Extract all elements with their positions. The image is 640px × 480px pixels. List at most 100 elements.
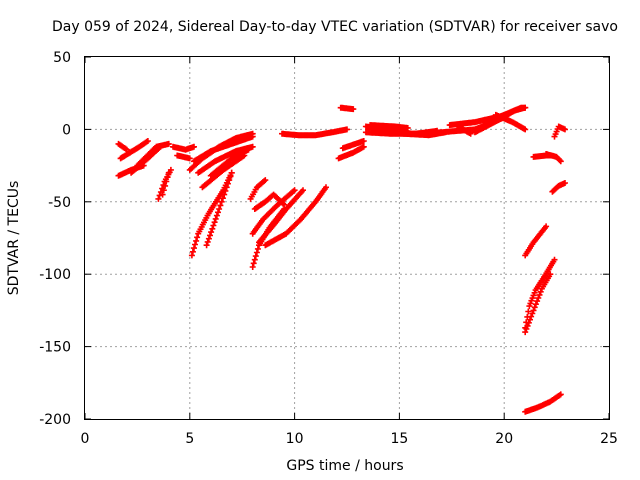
data-point xyxy=(551,256,558,263)
y-axis-label: SDTVAR / TECUs xyxy=(6,181,22,296)
data-point xyxy=(524,322,531,329)
y-tick-label: 50 xyxy=(53,50,71,66)
data-point xyxy=(360,138,367,144)
data-point xyxy=(165,140,172,147)
data-point xyxy=(192,241,198,248)
data-series-segment xyxy=(249,187,298,237)
data-point xyxy=(227,173,234,180)
data-series-segment xyxy=(367,122,411,131)
data-point xyxy=(280,200,286,207)
points-layer xyxy=(115,104,568,415)
data-series-segment xyxy=(543,151,564,165)
data-series-segment xyxy=(339,138,367,152)
data-point xyxy=(528,313,535,320)
data-point xyxy=(531,304,538,311)
data-point xyxy=(219,195,226,202)
data-series-segment xyxy=(522,271,554,336)
data-point xyxy=(323,184,329,191)
plot-frame xyxy=(84,56,610,420)
data-point xyxy=(211,219,218,226)
data-point xyxy=(210,222,217,229)
x-tick-label: 25 xyxy=(600,431,618,447)
data-series-segment xyxy=(501,104,529,118)
data-point xyxy=(209,225,216,232)
x-tick-label: 0 xyxy=(81,431,90,447)
data-point xyxy=(557,391,564,398)
data-point xyxy=(562,126,568,133)
data-point xyxy=(253,249,260,256)
data-series-segment xyxy=(337,104,357,113)
x-axis-label: GPS time / hours xyxy=(286,458,403,474)
data-point xyxy=(216,206,223,212)
y-ticks: -200 -150 -100 -50 0 50 xyxy=(39,50,609,428)
data-series-segment xyxy=(134,140,172,169)
data-point xyxy=(207,232,213,239)
data-point xyxy=(228,169,235,176)
y-tick-label: -100 xyxy=(39,267,71,283)
data-point xyxy=(224,180,231,187)
x-tick-label: 15 xyxy=(390,431,408,447)
data-point xyxy=(562,180,568,186)
data-point xyxy=(212,215,219,222)
y-tick-label: -50 xyxy=(48,195,71,211)
data-point xyxy=(530,307,537,314)
data-point xyxy=(525,319,532,326)
data-point xyxy=(159,191,166,198)
data-point xyxy=(522,104,529,111)
data-series-segment xyxy=(207,146,252,179)
x-tick-label: 10 xyxy=(286,431,304,447)
data-series-segment xyxy=(159,169,172,198)
data-series-segment xyxy=(522,391,564,415)
data-series-segment xyxy=(279,126,350,139)
data-series-segment xyxy=(522,223,550,259)
x-ticks: 0 5 10 15 20 25 xyxy=(81,57,618,447)
data-point xyxy=(250,260,257,267)
data-point xyxy=(191,245,197,252)
data-point xyxy=(188,252,195,259)
data-point xyxy=(467,130,474,137)
data-series-segment xyxy=(400,129,449,139)
data-point xyxy=(350,106,357,113)
y-tick-label: -200 xyxy=(39,412,71,428)
data-point xyxy=(527,316,533,323)
data-point xyxy=(344,126,350,133)
chart-title: Day 059 of 2024, Sidereal Day-to-day VTE… xyxy=(52,19,618,35)
data-point xyxy=(262,177,269,184)
data-point xyxy=(254,245,261,252)
data-point xyxy=(164,174,171,181)
x-tick-label: 20 xyxy=(495,431,513,447)
data-point xyxy=(163,178,170,185)
data-point xyxy=(193,237,200,244)
data-point xyxy=(160,187,167,194)
data-point xyxy=(537,288,544,295)
data-series-segment xyxy=(522,256,558,331)
data-point xyxy=(222,187,229,194)
data-point xyxy=(215,209,221,216)
data-point xyxy=(404,125,411,131)
data-point xyxy=(543,223,550,230)
data-point xyxy=(249,133,256,140)
data-point xyxy=(556,157,563,164)
data-point xyxy=(525,308,532,315)
data-series-segment xyxy=(256,187,306,246)
x-tick-label: 5 xyxy=(185,431,194,447)
data-point xyxy=(251,256,258,263)
data-point xyxy=(252,253,259,260)
data-point xyxy=(208,229,215,236)
data-point xyxy=(249,143,256,150)
y-tick-label: -150 xyxy=(39,340,71,356)
data-point xyxy=(245,146,252,153)
data-series-segment xyxy=(335,143,367,162)
data-series-segment xyxy=(115,140,130,153)
data-series-segment xyxy=(551,123,568,140)
data-point xyxy=(191,143,197,150)
data-series-segment xyxy=(191,133,256,165)
data-series-segment xyxy=(203,169,235,249)
data-point xyxy=(205,235,212,242)
data-series-segment xyxy=(117,138,151,162)
data-point xyxy=(203,242,210,249)
data-point xyxy=(523,326,530,332)
data-point xyxy=(223,184,230,191)
data-series-segment xyxy=(247,177,269,202)
